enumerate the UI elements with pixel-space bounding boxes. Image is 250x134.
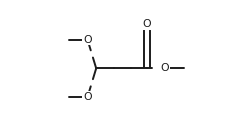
Text: O: O — [83, 92, 92, 102]
Text: O: O — [83, 35, 92, 44]
Text: O: O — [160, 63, 169, 73]
Text: O: O — [143, 19, 152, 29]
